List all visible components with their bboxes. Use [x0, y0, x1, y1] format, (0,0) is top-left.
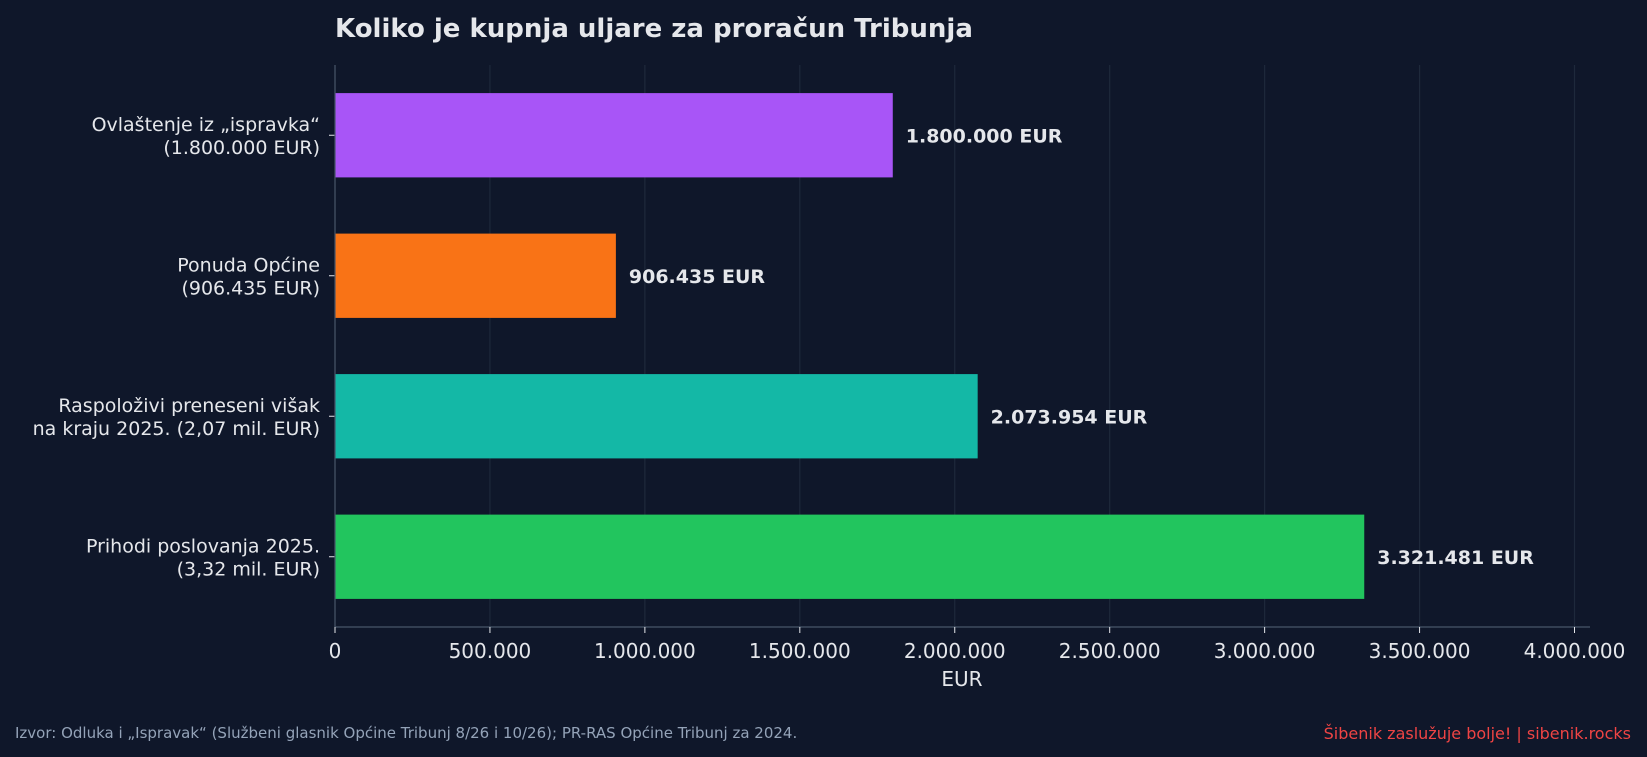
data-label: 2.073.954 EUR — [991, 406, 1148, 428]
x-tick-label: 500.000 — [449, 639, 532, 663]
x-tick-label: 0 — [329, 639, 342, 663]
x-tick-label: 2.000.000 — [904, 639, 1006, 663]
x-tick-label: 1.500.000 — [749, 639, 851, 663]
category-label: (906.435 EUR) — [181, 277, 320, 299]
data-label: 906.435 EUR — [629, 266, 766, 288]
category-label: Raspoloživi preneseni višak — [58, 395, 320, 417]
data-label: 3.321.481 EUR — [1377, 547, 1534, 569]
x-tick-label: 1.000.000 — [594, 639, 696, 663]
category-label: (3,32 mil. EUR) — [177, 558, 320, 580]
category-label: Prihodi poslovanja 2025. — [86, 535, 320, 557]
category-label: (1.800.000 EUR) — [163, 137, 320, 159]
chart-title: Koliko je kupnja uljare za proračun Trib… — [335, 14, 973, 44]
axes: Ovlaštenje iz „ispravka“(1.800.000 EUR) P… — [33, 65, 1626, 663]
category-label: na kraju 2025. (2,07 mil. EUR) — [33, 418, 320, 440]
bar — [335, 233, 616, 318]
data-label: 1.800.000 EUR — [906, 125, 1063, 147]
bar — [335, 374, 978, 459]
bar — [335, 93, 893, 178]
x-tick-label: 3.500.000 — [1369, 639, 1471, 663]
bars: 1.800.000 EUR 906.435 EUR 2.073.954 EUR 3.3… — [335, 93, 1534, 599]
source-note: Izvor: Odluka i „Ispravak“ (Službeni gla… — [15, 724, 798, 742]
category-label: Ponuda Općine — [177, 254, 320, 276]
x-tick-label: 3.000.000 — [1214, 639, 1316, 663]
brand-link[interactable]: Šibenik zaslužuje bolje! | sibenik.rocks — [1323, 724, 1631, 743]
bar — [335, 514, 1365, 599]
x-tick-label: 4.000.000 — [1524, 639, 1626, 663]
category-label: Ovlaštenje iz „ispravka“ — [92, 114, 320, 136]
x-tick-label: 2.500.000 — [1059, 639, 1161, 663]
x-axis-label: EUR — [941, 667, 982, 691]
